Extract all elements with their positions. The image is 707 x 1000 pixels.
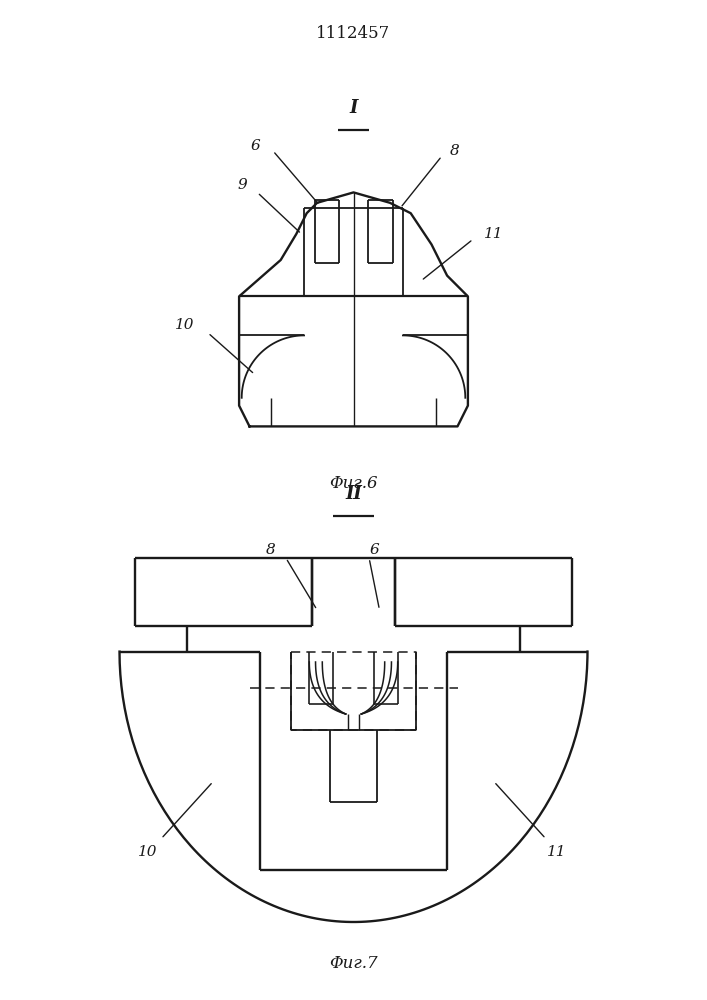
Text: 10: 10 xyxy=(139,845,158,859)
Text: 6: 6 xyxy=(250,139,260,153)
Text: 9: 9 xyxy=(237,178,247,192)
Text: 6: 6 xyxy=(370,543,379,557)
Text: 8: 8 xyxy=(266,543,276,557)
Text: I: I xyxy=(349,99,358,117)
Text: 8: 8 xyxy=(450,144,460,158)
Text: 1112457: 1112457 xyxy=(316,25,391,42)
Text: Φиг.6: Φиг.6 xyxy=(329,475,378,492)
Text: II: II xyxy=(345,485,362,503)
Text: 11: 11 xyxy=(484,227,503,241)
Text: Φиг.7: Φиг.7 xyxy=(329,955,378,972)
Text: 11: 11 xyxy=(547,845,566,859)
Text: 10: 10 xyxy=(175,318,195,332)
